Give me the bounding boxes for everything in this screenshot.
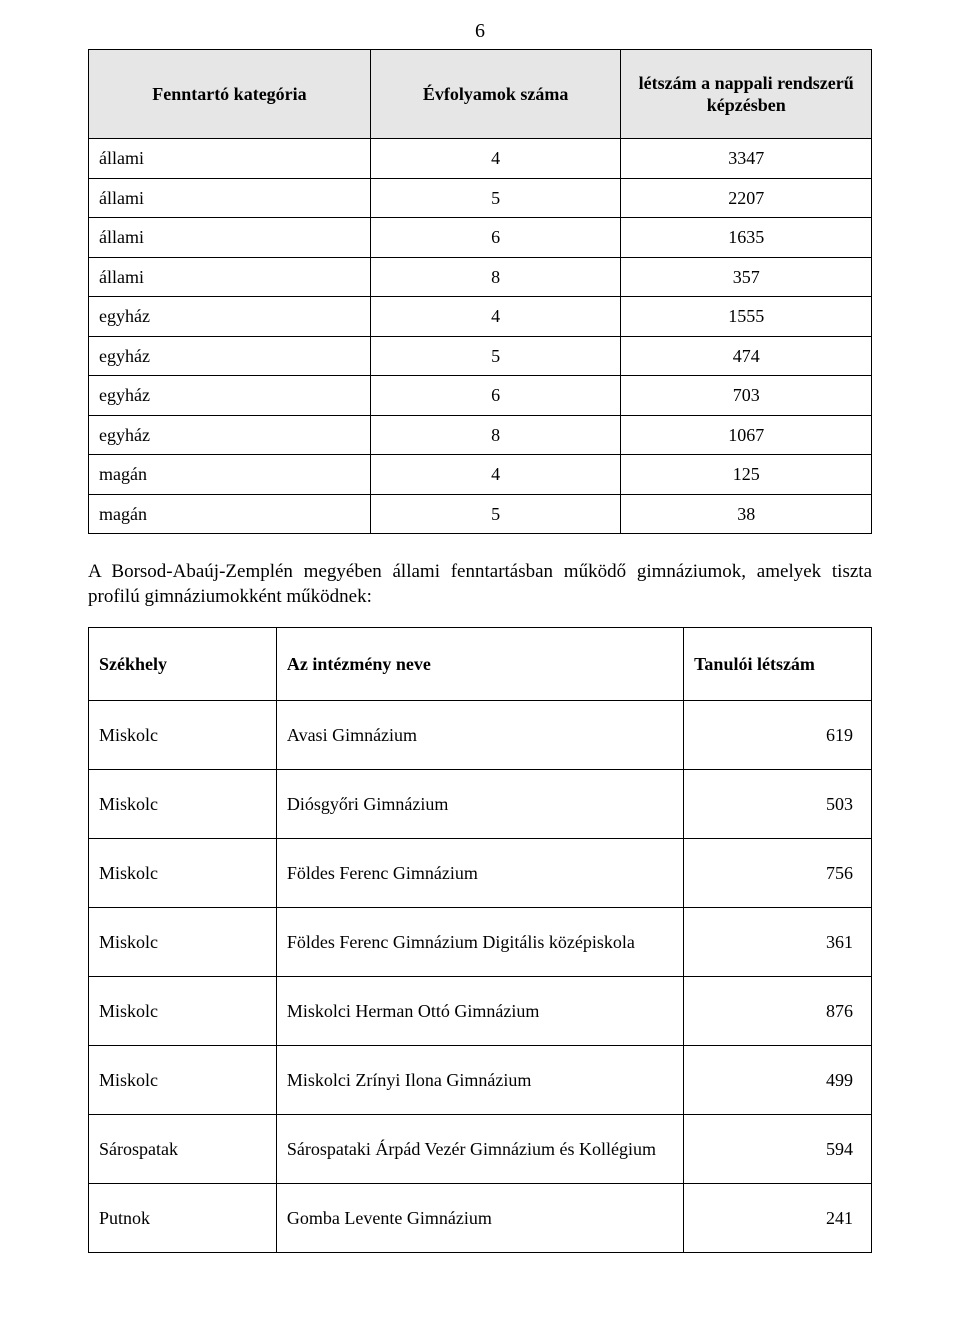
table-row: állami52207 [89,178,872,218]
table-cell: Földes Ferenc Gimnázium Digitális középi… [276,908,683,977]
table-cell: 1635 [621,218,872,258]
table-row: egyház41555 [89,297,872,337]
th-fenntarto-kategoria: Fenntartó kategória [89,50,371,139]
table-cell: 125 [621,455,872,495]
table-cell: 756 [684,839,872,908]
table-cell: Sárospatak [89,1115,277,1184]
table-cell: 241 [684,1184,872,1253]
table-cell: 4 [370,139,621,179]
table-fenntarto: Fenntartó kategória Évfolyamok száma lét… [88,49,872,534]
table-cell: Földes Ferenc Gimnázium [276,839,683,908]
table-cell: egyház [89,336,371,376]
table-cell: állami [89,178,371,218]
table-row: MiskolcMiskolci Zrínyi Ilona Gimnázium49… [89,1046,872,1115]
table-cell: 1555 [621,297,872,337]
table-cell: Miskolc [89,1046,277,1115]
table-cell: magán [89,455,371,495]
table-row: MiskolcDiósgyőri Gimnázium503 [89,770,872,839]
table-cell: Miskolc [89,908,277,977]
table-cell: 5 [370,494,621,534]
table-cell: állami [89,139,371,179]
table-cell: Avasi Gimnázium [276,701,683,770]
table-cell: Miskolc [89,770,277,839]
table2-body: MiskolcAvasi Gimnázium619MiskolcDiósgyőr… [89,701,872,1253]
table-cell: állami [89,218,371,258]
page: 6 Fenntartó kategória Évfolyamok száma l… [0,0,960,1323]
table-row: egyház6703 [89,376,872,416]
paragraph-intro: A Borsod-Abaúj-Zemplén megyében állami f… [88,560,872,609]
table-cell: 474 [621,336,872,376]
table-cell: egyház [89,376,371,416]
table-cell: 6 [370,376,621,416]
table-cell: Miskolci Zrínyi Ilona Gimnázium [276,1046,683,1115]
table-cell: 38 [621,494,872,534]
table-cell: 2207 [621,178,872,218]
th-evfolyamok-szama: Évfolyamok száma [370,50,621,139]
table-row: egyház81067 [89,415,872,455]
table-row: állami61635 [89,218,872,258]
table-cell: 357 [621,257,872,297]
table-cell: 8 [370,415,621,455]
table-row: SárospatakSárospataki Árpád Vezér Gimnáz… [89,1115,872,1184]
table-row: állami43347 [89,139,872,179]
table-cell: Miskolc [89,839,277,908]
table-cell: egyház [89,415,371,455]
table-cell: 703 [621,376,872,416]
table-cell: Putnok [89,1184,277,1253]
table-row: MiskolcFöldes Ferenc Gimnázium Digitális… [89,908,872,977]
table-cell: 5 [370,178,621,218]
th-letszam: létszám a nappali rendszerű képzésben [621,50,872,139]
table-cell: 3347 [621,139,872,179]
th-szekhely: Székhely [89,628,277,701]
table-cell: Miskolc [89,977,277,1046]
table-cell: magán [89,494,371,534]
page-number: 6 [88,20,872,43]
table-cell: 6 [370,218,621,258]
table-cell: 499 [684,1046,872,1115]
table-row: MiskolcMiskolci Herman Ottó Gimnázium876 [89,977,872,1046]
table-cell: Miskolc [89,701,277,770]
table-cell: 5 [370,336,621,376]
table-cell: 876 [684,977,872,1046]
table-row: egyház5474 [89,336,872,376]
table-cell: állami [89,257,371,297]
table-intezmenyek: Székhely Az intézmény neve Tanulói létsz… [88,627,872,1253]
table-row: PutnokGomba Levente Gimnázium241 [89,1184,872,1253]
table-cell: Gomba Levente Gimnázium [276,1184,683,1253]
th-tanuloi-letszam: Tanulói létszám [684,628,872,701]
table-cell: 4 [370,297,621,337]
table-cell: 4 [370,455,621,495]
table-cell: 503 [684,770,872,839]
table1-body: állami43347állami52207állami61635állami8… [89,139,872,534]
table-cell: Diósgyőri Gimnázium [276,770,683,839]
table-row: állami8357 [89,257,872,297]
table-cell: Sárospataki Árpád Vezér Gimnázium és Kol… [276,1115,683,1184]
table-cell: 361 [684,908,872,977]
table-cell: 619 [684,701,872,770]
table-header-row: Fenntartó kategória Évfolyamok száma lét… [89,50,872,139]
table-row: MiskolcFöldes Ferenc Gimnázium756 [89,839,872,908]
table-cell: 594 [684,1115,872,1184]
table-row: MiskolcAvasi Gimnázium619 [89,701,872,770]
table-cell: Miskolci Herman Ottó Gimnázium [276,977,683,1046]
table-header-row: Székhely Az intézmény neve Tanulói létsz… [89,628,872,701]
table-row: magán538 [89,494,872,534]
table-cell: egyház [89,297,371,337]
th-intezmeny-neve: Az intézmény neve [276,628,683,701]
table-cell: 1067 [621,415,872,455]
table-row: magán4125 [89,455,872,495]
table-cell: 8 [370,257,621,297]
